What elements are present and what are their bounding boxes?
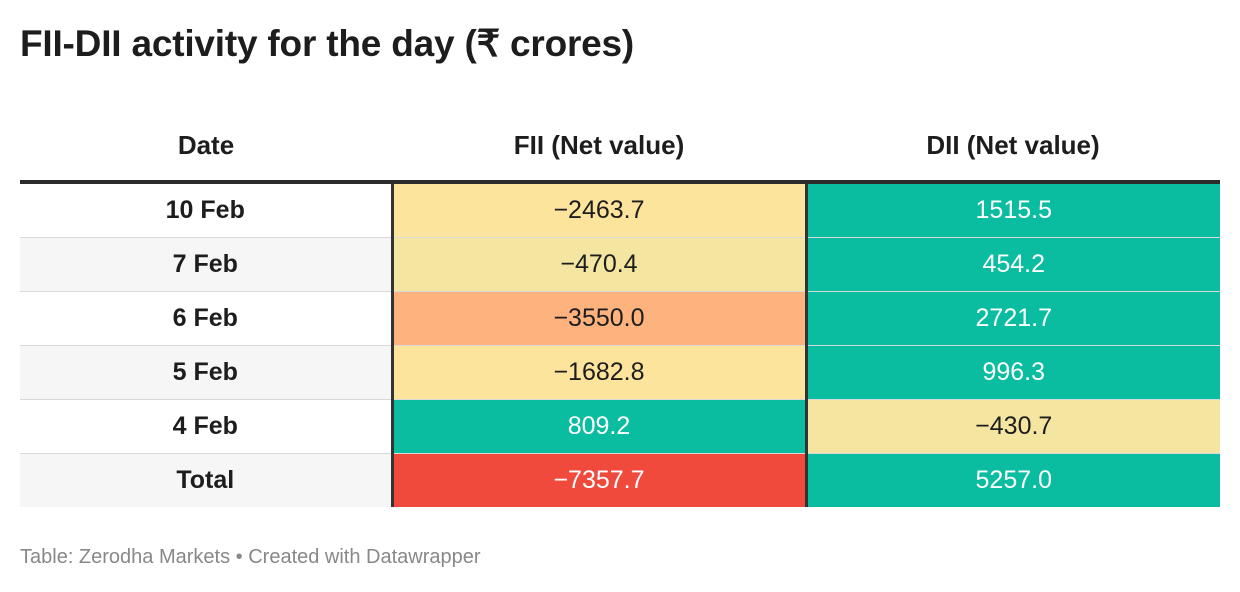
table-row: Total −7357.7 5257.0 bbox=[20, 453, 1220, 507]
date-cell: Total bbox=[20, 453, 394, 507]
dii-cell: 454.2 bbox=[806, 237, 1220, 292]
fii-cell: −7357.7 bbox=[392, 453, 808, 507]
table-row: 7 Feb −470.4 454.2 bbox=[20, 237, 1220, 292]
source-footer: Table: Zerodha Markets • Created with Da… bbox=[20, 546, 481, 568]
column-header-fii: FII (Net value) bbox=[392, 110, 806, 184]
header-row: Date FII (Net value) DII (Net value) bbox=[20, 110, 1220, 184]
table-body: 10 Feb −2463.7 1515.5 7 Feb −470.4 454.2 6 Feb… bbox=[20, 182, 1220, 507]
dii-cell: 2721.7 bbox=[806, 291, 1220, 346]
date-cell: 7 Feb bbox=[20, 237, 394, 292]
chart-title: FII-DII activity for the day (₹ crores) bbox=[20, 23, 635, 64]
date-cell: 4 Feb bbox=[20, 399, 394, 454]
dii-cell: 1515.5 bbox=[806, 182, 1220, 238]
fii-cell: 809.2 bbox=[392, 399, 808, 454]
column-header-dii: DII (Net value) bbox=[806, 110, 1220, 184]
table-row: 4 Feb 809.2 −430.7 bbox=[20, 399, 1220, 454]
table-row: 5 Feb −1682.8 996.3 bbox=[20, 345, 1220, 400]
fii-cell: −470.4 bbox=[392, 237, 808, 292]
dii-cell: 5257.0 bbox=[806, 453, 1220, 507]
dii-cell: 996.3 bbox=[806, 345, 1220, 400]
table-row: 6 Feb −3550.0 2721.7 bbox=[20, 291, 1220, 346]
fii-cell: −3550.0 bbox=[392, 291, 808, 346]
date-cell: 5 Feb bbox=[20, 345, 394, 400]
table-row: 10 Feb −2463.7 1515.5 bbox=[20, 182, 1220, 238]
column-header-date: Date bbox=[20, 110, 392, 184]
date-cell: 10 Feb bbox=[20, 182, 394, 238]
dii-cell: −430.7 bbox=[806, 399, 1220, 454]
fii-dii-table: Date FII (Net value) DII (Net value) 10 … bbox=[20, 110, 1220, 507]
fii-cell: −2463.7 bbox=[392, 182, 808, 238]
fii-cell: −1682.8 bbox=[392, 345, 808, 400]
date-cell: 6 Feb bbox=[20, 291, 394, 346]
